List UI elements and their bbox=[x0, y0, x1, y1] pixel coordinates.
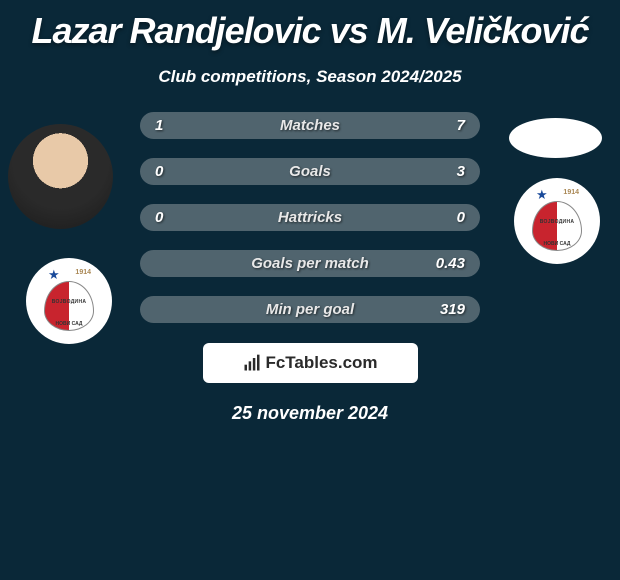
date-text: 25 november 2024 bbox=[0, 403, 620, 424]
stat-value-left: 0 bbox=[155, 163, 163, 180]
stat-value-right: 7 bbox=[457, 117, 465, 134]
stat-row: 0 Hattricks 0 bbox=[140, 204, 480, 231]
stat-value-right: 3 bbox=[457, 163, 465, 180]
fctables-badge[interactable]: FcTables.com bbox=[203, 343, 418, 383]
stat-row: Min per goal 319 bbox=[140, 296, 480, 323]
stat-label: Goals per match bbox=[251, 255, 369, 272]
player2-club-badge: ★ 1914 ВОЈВОДИНА НОВИ САД bbox=[514, 178, 600, 264]
vojvodina-logo-icon: ★ 1914 ВОЈВОДИНА НОВИ САД bbox=[39, 267, 99, 335]
stat-label: Min per goal bbox=[266, 301, 354, 318]
chart-icon bbox=[242, 353, 262, 373]
brand-text: FcTables.com bbox=[265, 353, 377, 373]
player1-photo bbox=[8, 124, 113, 229]
player1-club-badge: ★ 1914 ВОЈВОДИНА НОВИ САД bbox=[26, 258, 112, 344]
stat-value-left: 0 bbox=[155, 209, 163, 226]
vojvodina-logo-icon: ★ 1914 ВОЈВОДИНА НОВИ САД bbox=[527, 187, 587, 255]
subtitle: Club competitions, Season 2024/2025 bbox=[0, 67, 620, 87]
stat-label: Goals bbox=[289, 163, 331, 180]
stat-value-left: 1 bbox=[155, 117, 163, 134]
stats-container: 1 Matches 7 0 Goals 3 0 Hattricks 0 Goal… bbox=[140, 112, 480, 323]
stat-row: Goals per match 0.43 bbox=[140, 250, 480, 277]
stat-row: 1 Matches 7 bbox=[140, 112, 480, 139]
stat-label: Matches bbox=[280, 117, 340, 134]
vs-text: vs bbox=[330, 10, 368, 51]
stat-label: Hattricks bbox=[278, 209, 342, 226]
player2-photo-placeholder bbox=[509, 118, 602, 158]
stat-value-right: 0.43 bbox=[436, 255, 465, 272]
stat-value-right: 0 bbox=[457, 209, 465, 226]
player2-name: M. Veličković bbox=[377, 10, 589, 51]
stat-value-right: 319 bbox=[440, 301, 465, 318]
page-title: Lazar Randjelovic vs M. Veličković bbox=[0, 10, 620, 52]
player1-name: Lazar Randjelovic bbox=[32, 10, 321, 51]
stat-row: 0 Goals 3 bbox=[140, 158, 480, 185]
